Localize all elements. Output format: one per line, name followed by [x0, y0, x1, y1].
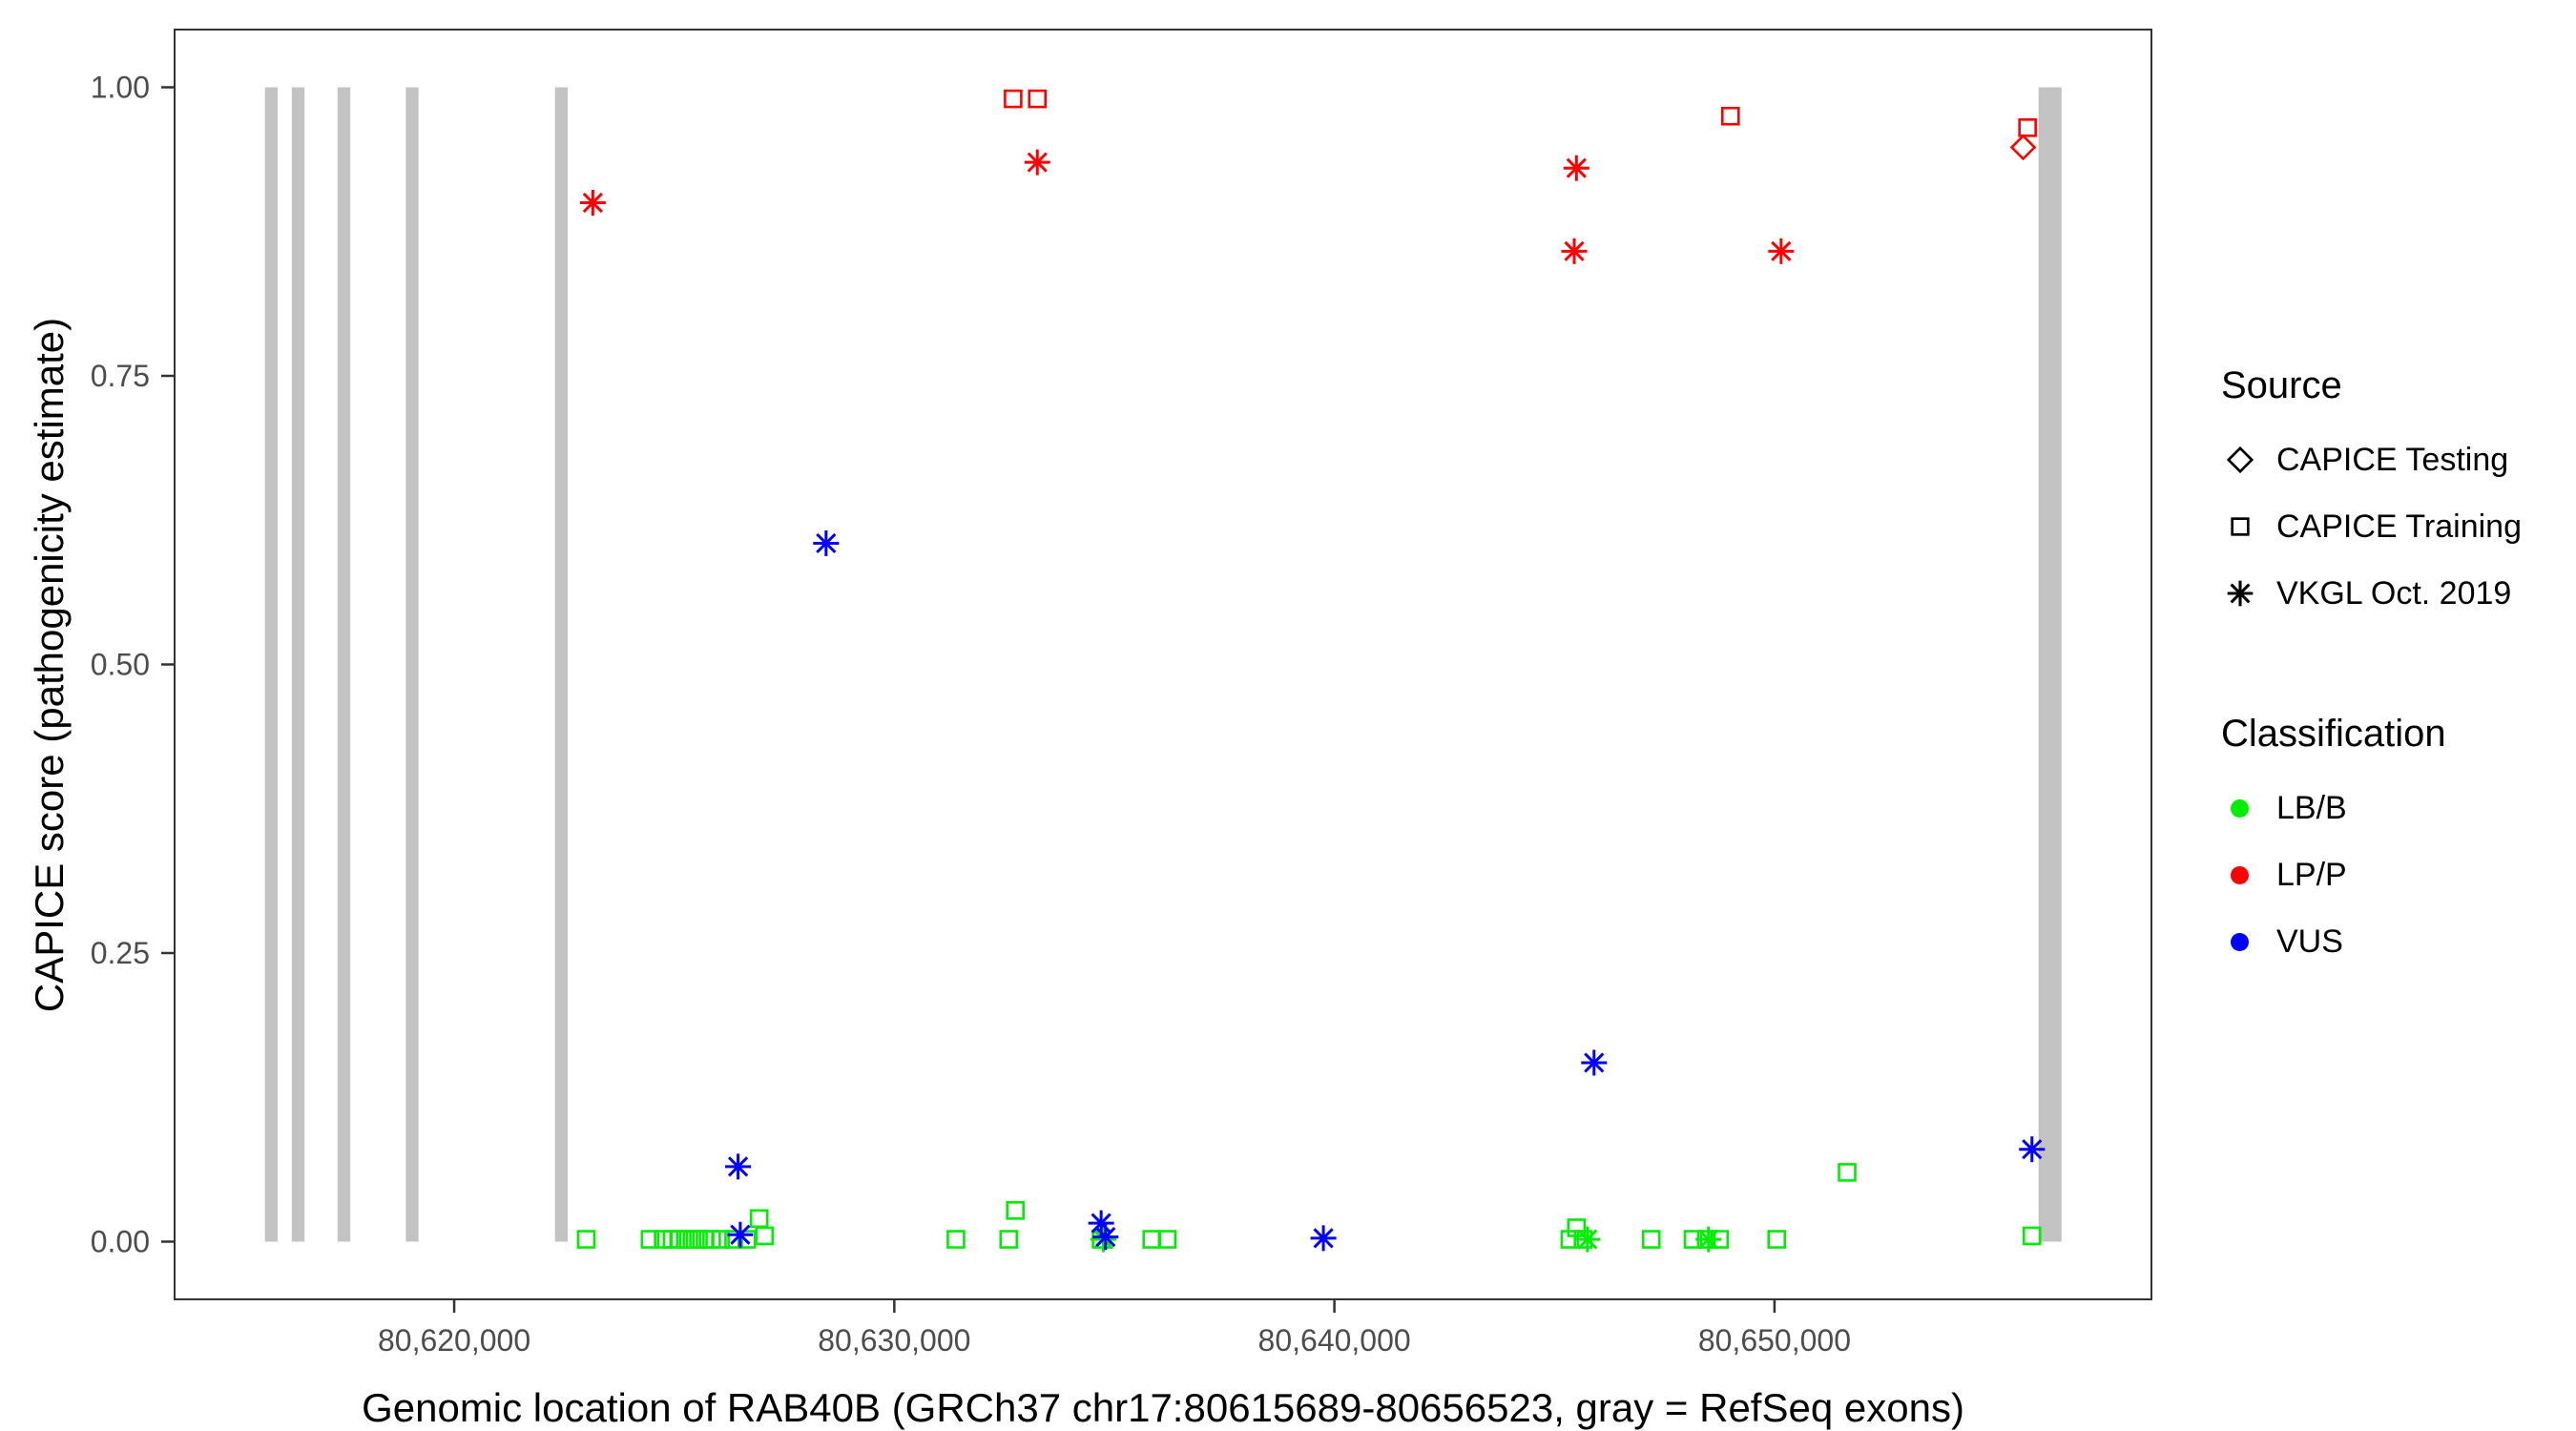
legend-item-lbb: LB/B [2221, 775, 2522, 841]
x-axis-title: Genomic location of RAB40B (GRCh37 chr17… [362, 1385, 1964, 1430]
data-point-asterisk [813, 529, 840, 556]
legend-item-lpp: LP/P [2221, 841, 2522, 908]
legend-item-label: LB/B [2276, 789, 2347, 826]
data-point-square [737, 1230, 757, 1249]
legend-item-vkgl: VKGL Oct. 2019 [2221, 560, 2522, 627]
exon-bar [291, 87, 305, 1242]
legend-item-label: CAPICE Testing [2276, 441, 2509, 478]
data-point-diamond [2009, 134, 2037, 161]
legend-source-title: Source [2221, 364, 2342, 406]
data-point-asterisk [579, 190, 606, 216]
legend-item-label: VUS [2276, 923, 2343, 960]
exon-bar [337, 87, 351, 1242]
data-point-square [1720, 106, 1740, 126]
y-tick-label: 0.75 [91, 359, 150, 393]
square-icon [2231, 517, 2250, 536]
data-point-asterisk [1581, 1049, 1608, 1076]
green-dot-icon [2231, 798, 2249, 818]
data-point-square [1142, 1230, 1161, 1249]
x-tick-label: 80,630,000 [818, 1323, 970, 1358]
exon-bar [554, 87, 569, 1242]
data-point-asterisk [727, 1221, 754, 1248]
data-point-square [1028, 89, 1048, 109]
x-tick-label: 80,620,000 [378, 1323, 530, 1358]
data-point-square [755, 1226, 775, 1246]
exon-bar [2038, 87, 2062, 1242]
exon-bar [264, 87, 279, 1242]
red-dot-icon [2231, 865, 2249, 884]
exon-bar [405, 87, 419, 1242]
legend-item-capice-testing: CAPICE Testing [2221, 426, 2522, 493]
data-point-square [1767, 1230, 1787, 1249]
data-point-asterisk [1310, 1225, 1337, 1252]
legend-item-capice-training: CAPICE Training [2221, 493, 2522, 560]
data-point-asterisk [1768, 238, 1795, 264]
y-tick-label: 0.50 [91, 648, 150, 682]
data-point-square [946, 1230, 966, 1249]
legend-item-vus: VUS [2221, 908, 2522, 975]
data-point-asterisk [725, 1153, 752, 1180]
panel-border [174, 29, 2152, 1300]
legend-classification-title: Classification [2221, 713, 2446, 755]
data-point-square [1157, 1230, 1177, 1249]
data-point-square [1641, 1230, 1661, 1249]
data-point-asterisk [2019, 1136, 2046, 1163]
data-point-asterisk [1561, 238, 1588, 264]
x-tick-label: 80,640,000 [1258, 1323, 1411, 1358]
data-point-asterisk [1092, 1224, 1119, 1251]
data-point-square [576, 1230, 596, 1249]
data-point-square [640, 1230, 660, 1249]
blue-dot-icon [2231, 932, 2249, 951]
data-point-square [724, 1230, 743, 1249]
legend-panel: Source CAPICE Testing CAPICE Training VK… [2221, 364, 2522, 975]
y-tick-label: 0.25 [91, 936, 150, 970]
y-tick-label: 1.00 [91, 71, 150, 105]
data-point-square [1838, 1163, 1857, 1182]
data-point-asterisk [1695, 1226, 1722, 1253]
data-point-square [999, 1230, 1019, 1249]
data-point-square [1567, 1218, 1587, 1237]
y-axis-title: CAPICE score (pathogenicity estimate) [27, 317, 72, 1013]
data-point-square [2018, 118, 2037, 137]
y-tick-label: 0.00 [91, 1225, 150, 1259]
diamond-icon [2226, 446, 2254, 474]
data-point-asterisk [1024, 149, 1050, 176]
data-point-square [2022, 1226, 2042, 1246]
data-point-square [1004, 89, 1023, 109]
legend-item-label: LP/P [2276, 856, 2347, 893]
x-tick-label: 80,650,000 [1698, 1323, 1851, 1358]
data-point-square [1006, 1201, 1025, 1220]
legend-item-label: VKGL Oct. 2019 [2276, 574, 2512, 612]
legend-item-label: CAPICE Training [2276, 508, 2522, 545]
data-point-square [749, 1209, 769, 1229]
asterisk-icon [2227, 580, 2254, 607]
data-point-square [711, 1230, 730, 1249]
data-point-asterisk [1563, 155, 1589, 181]
data-point-asterisk [1574, 1226, 1601, 1253]
